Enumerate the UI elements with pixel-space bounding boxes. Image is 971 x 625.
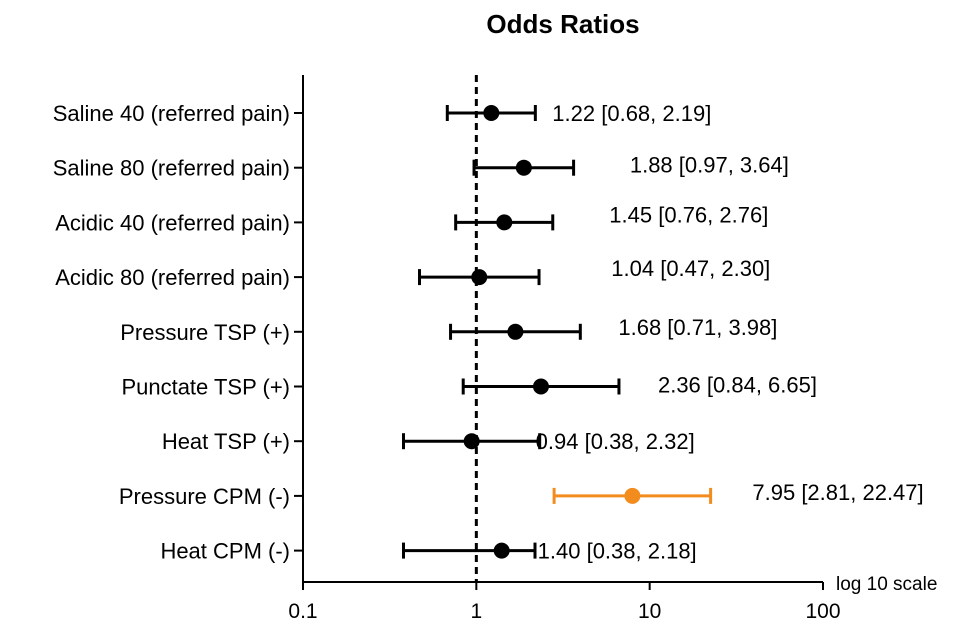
category-label: Saline 40 (referred pain) [53, 101, 290, 126]
x-tick-label: 100 [805, 600, 840, 623]
category-label: Pressure TSP (+) [120, 320, 290, 345]
data-label: 1.04 [0.47, 2.30] [611, 256, 770, 281]
x-axis-scale-label: log 10 scale [836, 574, 937, 595]
odds-ratio-point [496, 214, 513, 231]
data-label: 1.68 [0.71, 3.98] [618, 315, 777, 340]
odds-ratio-point [515, 159, 532, 176]
odds-ratio-point [471, 269, 488, 286]
category-label: Heat CPM (-) [160, 539, 290, 564]
odds-ratio-point [493, 542, 510, 559]
odds-ratio-point [507, 323, 524, 340]
category-label: Pressure CPM (-) [119, 484, 290, 509]
data-label: 1.88 [0.97, 3.64] [630, 153, 789, 178]
data-label: 1.45 [0.76, 2.76] [609, 202, 768, 227]
x-tick-label: 10 [638, 600, 661, 623]
data-label: 7.95 [2.81, 22.47] [752, 480, 923, 505]
data-label: 1.40 [0.38, 2.18] [538, 539, 697, 564]
x-tick-label: 0.1 [288, 600, 317, 623]
x-tick-label: 1 [470, 600, 482, 623]
odds-ratio-point [624, 487, 641, 504]
data-label: 0.94 [0.38, 2.32] [536, 429, 695, 454]
category-label: Heat TSP (+) [162, 429, 290, 454]
chart-title: Odds Ratios [486, 9, 639, 39]
odds-ratio-point [483, 105, 500, 121]
category-label: Punctate TSP (+) [121, 375, 290, 400]
data-label: 2.36 [0.84, 6.65] [658, 373, 817, 398]
data-label: 1.22 [0.68, 2.19] [552, 101, 711, 126]
odds-ratio-point [463, 433, 480, 450]
category-label: Saline 80 (referred pain) [53, 156, 290, 181]
odds-ratio-point [532, 378, 549, 395]
category-label: Acidic 40 (referred pain) [55, 210, 290, 235]
category-label: Acidic 80 (referred pain) [55, 265, 290, 290]
